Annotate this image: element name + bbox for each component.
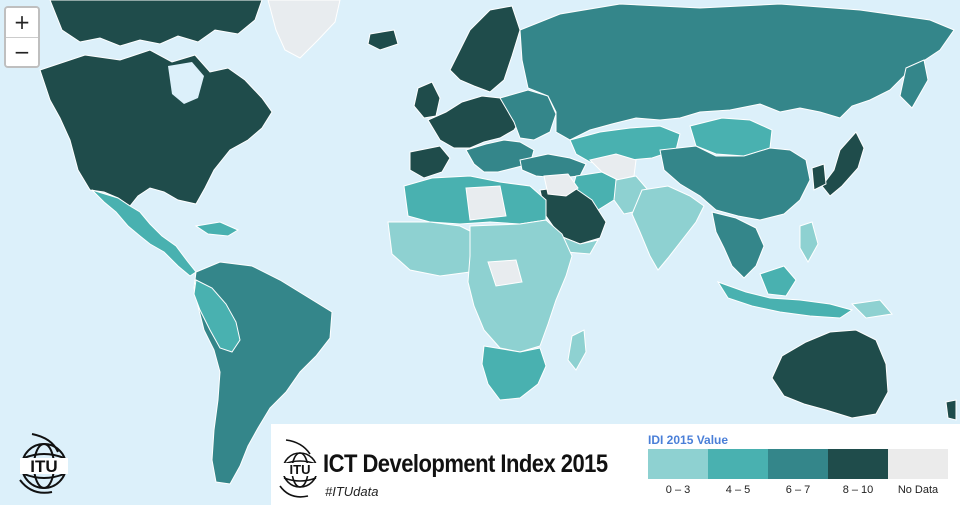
- legend-label-0-3: 0 – 3: [665, 484, 691, 496]
- andes-region[interactable]: [193, 279, 241, 353]
- zoom-control: + −: [4, 6, 40, 68]
- japan[interactable]: [821, 131, 865, 197]
- caribbean[interactable]: [194, 221, 240, 237]
- korea[interactable]: [811, 163, 827, 191]
- map-title: ICT Development Index 2015: [323, 450, 608, 478]
- itu-logo-small: ITU: [279, 439, 318, 498]
- svg-text:ITU: ITU: [290, 462, 311, 477]
- borneo[interactable]: [759, 265, 797, 297]
- greenland[interactable]: [267, 0, 341, 59]
- china[interactable]: [659, 145, 811, 221]
- scandinavia[interactable]: [449, 5, 521, 93]
- north-america[interactable]: [39, 49, 273, 207]
- eastern-europe[interactable]: [499, 89, 557, 141]
- southeast-asia[interactable]: [711, 211, 765, 279]
- legend-swatch-4-5: [708, 449, 768, 479]
- legend-label-4-5: 4 – 5: [725, 484, 751, 496]
- iraq-syria[interactable]: [543, 173, 579, 197]
- legend-swatch-no-data: [888, 449, 948, 479]
- legend-label-no-data: No Data: [897, 484, 939, 496]
- australia[interactable]: [771, 329, 889, 419]
- legend-label-8-10: 8 – 10: [842, 484, 874, 496]
- central-east-africa[interactable]: [467, 219, 573, 353]
- legend-swatch-6-7: [768, 449, 828, 479]
- new-zealand[interactable]: [945, 399, 957, 421]
- hashtag: #ITUdata: [325, 484, 379, 499]
- mexico-central-america[interactable]: [91, 189, 197, 277]
- iberia[interactable]: [409, 145, 451, 179]
- madagascar[interactable]: [567, 329, 587, 371]
- zoom-out-button[interactable]: −: [6, 37, 38, 66]
- legend-swatch-8-10: [828, 449, 888, 479]
- legend-label-6-7: 6 – 7: [785, 484, 811, 496]
- iceland[interactable]: [367, 29, 399, 51]
- indonesia[interactable]: [716, 281, 854, 319]
- libya[interactable]: [465, 185, 507, 221]
- itu-logo: ITU: [19, 433, 68, 494]
- philippines[interactable]: [799, 221, 819, 264]
- russia[interactable]: [519, 3, 955, 141]
- kamchatka[interactable]: [899, 59, 929, 109]
- papua-new-guinea[interactable]: [850, 299, 893, 319]
- south-sudan-somalia[interactable]: [487, 259, 523, 287]
- india[interactable]: [631, 185, 705, 271]
- zoom-in-button[interactable]: +: [6, 8, 38, 37]
- southern-africa[interactable]: [481, 345, 547, 401]
- hudson-bay: [168, 62, 204, 104]
- legend-swatch-0-3: [648, 449, 708, 479]
- canada-arctic[interactable]: [49, 0, 263, 47]
- svg-text:ITU: ITU: [30, 457, 57, 476]
- legend-title: IDI 2015 Value: [648, 433, 729, 447]
